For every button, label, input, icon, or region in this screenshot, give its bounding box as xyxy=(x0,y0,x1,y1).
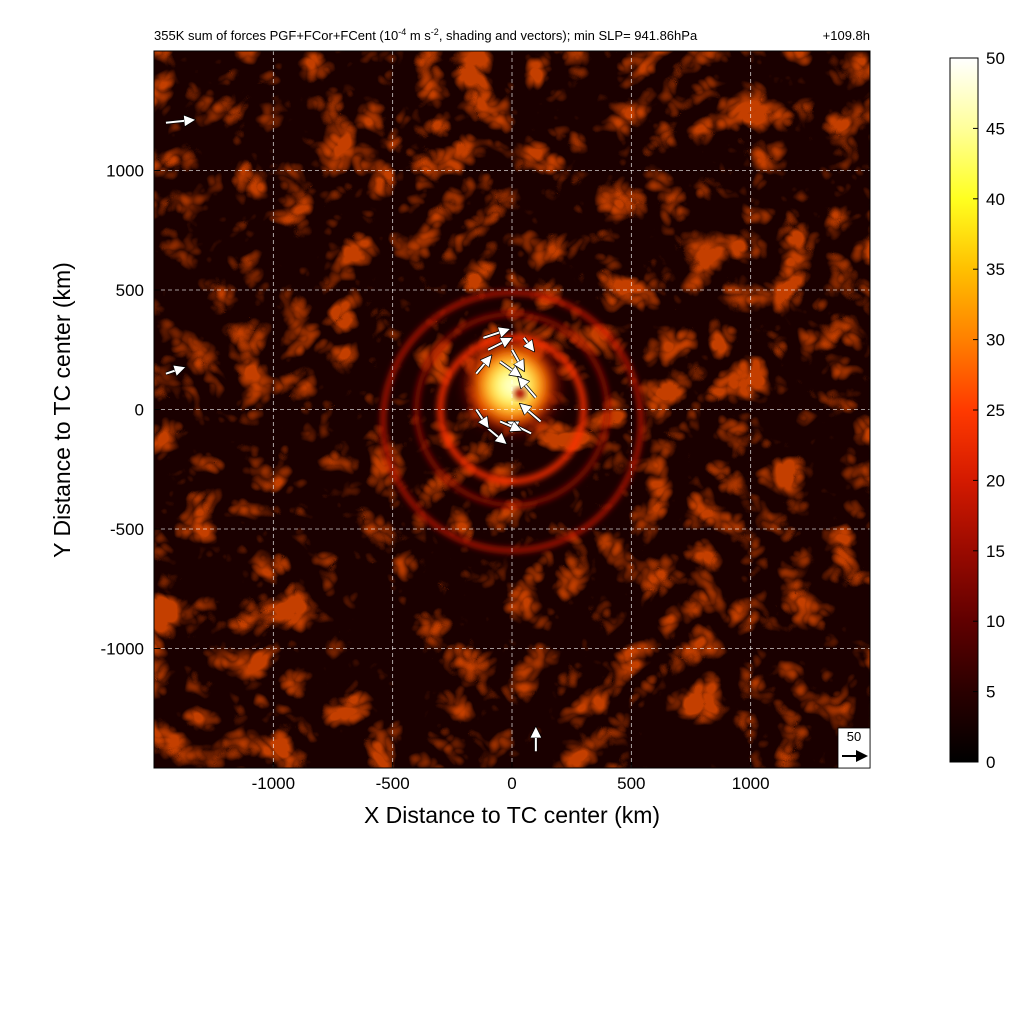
x-axis-label: X Distance to TC center (km) xyxy=(364,802,660,828)
force-vector xyxy=(165,120,190,122)
colorbar-tick-label: 50 xyxy=(986,49,1005,68)
reference-vector-label: 50 xyxy=(847,729,861,744)
force-vector xyxy=(487,427,502,441)
x-axis-ticks: -1000 -500 0 500 1000 xyxy=(252,762,770,793)
x-tick-label: 500 xyxy=(617,774,645,793)
y-axis-ticks: -1000 -500 0 500 1000 xyxy=(101,162,160,659)
time-label: +109.8h xyxy=(823,28,870,43)
x-tick-label: -500 xyxy=(376,774,410,793)
force-vector xyxy=(524,407,542,423)
colorbar-tick-label: 0 xyxy=(986,753,995,772)
force-vectors xyxy=(165,120,542,752)
colorbar-tick-label: 30 xyxy=(986,331,1005,350)
x-tick-label: 1000 xyxy=(732,774,770,793)
force-vector xyxy=(524,337,531,348)
y-tick-label: 500 xyxy=(116,281,144,300)
y-tick-label: 0 xyxy=(135,401,144,420)
colorbar-tick-label: 35 xyxy=(986,260,1005,279)
grid xyxy=(154,51,870,768)
force-vector xyxy=(521,381,537,399)
y-axis-label: Y Distance to TC center (km) xyxy=(49,262,75,558)
colorbar-tick-label: 20 xyxy=(986,471,1005,490)
x-tick-label: 0 xyxy=(507,774,516,793)
colorbar-tick-label: 25 xyxy=(986,401,1005,420)
force-vector xyxy=(487,340,507,351)
force-vector xyxy=(475,359,488,375)
force-vector xyxy=(475,408,486,424)
colorbar-tick-label: 10 xyxy=(986,612,1005,631)
force-vector xyxy=(511,349,522,367)
colorbar-tick-label: 5 xyxy=(986,683,995,702)
colorbar-tick-label: 45 xyxy=(986,119,1005,138)
force-vector xyxy=(165,369,180,374)
y-tick-label: -500 xyxy=(110,520,144,539)
eye xyxy=(514,387,526,400)
force-vector xyxy=(483,331,505,339)
colorbar-tick-label: 15 xyxy=(986,542,1005,561)
y-tick-label: -1000 xyxy=(101,640,144,659)
y-tick-label: 1000 xyxy=(106,162,144,181)
force-vector xyxy=(499,420,517,428)
chart-title: 355K sum of forces PGF+FCor+FCent (10-4 … xyxy=(154,27,698,43)
colorbar: 0 5 10 15 20 25 30 35 40 45 50 xyxy=(949,49,1005,772)
x-tick-label: -1000 xyxy=(252,774,295,793)
reference-vector: 50 xyxy=(837,727,871,769)
colorbar-tick-label: 40 xyxy=(986,190,1005,209)
